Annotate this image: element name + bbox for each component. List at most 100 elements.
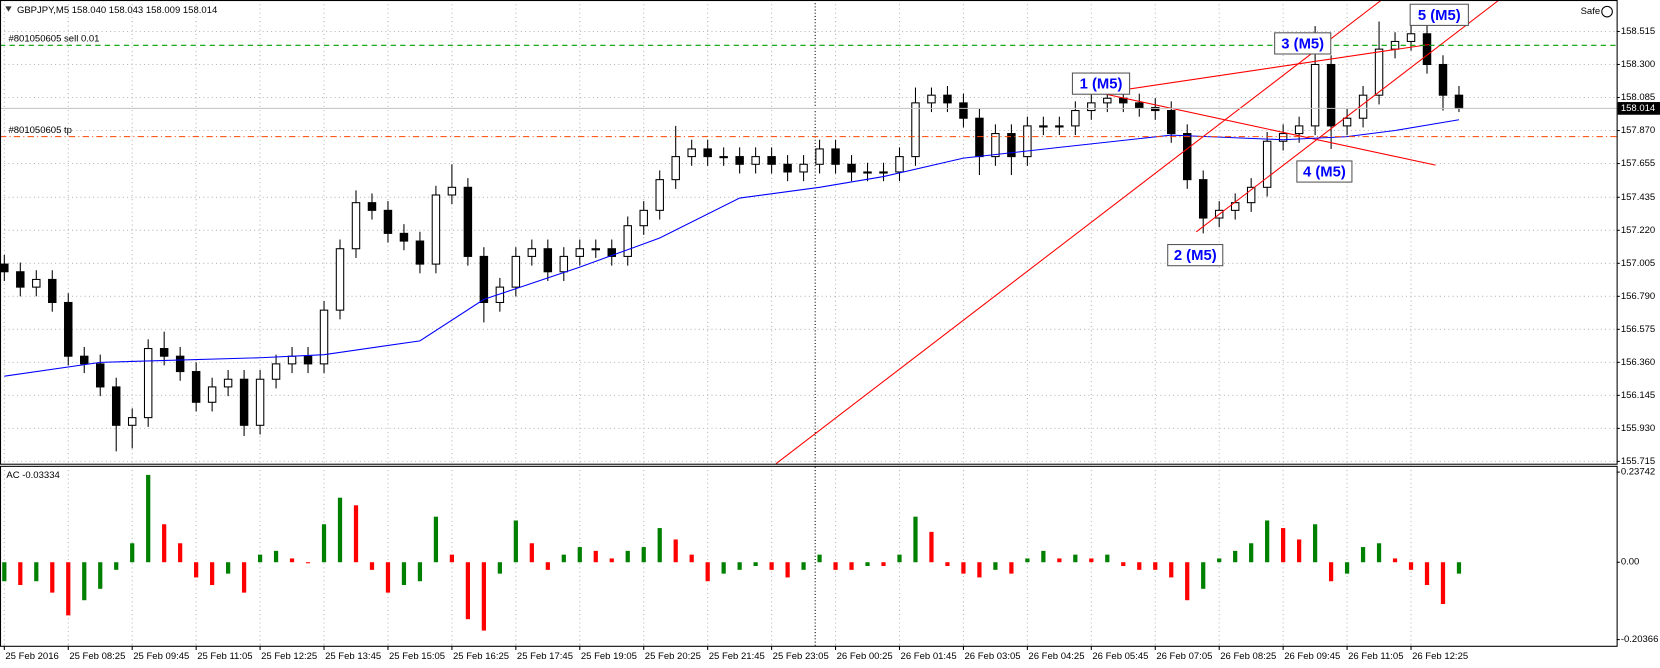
ac-bar [961,562,966,574]
candle-body [1246,186,1256,204]
x-tick-label: 25 Feb 17:45 [517,651,573,662]
ac-bar [273,550,279,563]
ac-bar [1057,558,1062,563]
wave-label-box [1409,3,1469,26]
candle-body [639,209,648,227]
wave-label-box [1274,32,1332,55]
candle-body [32,278,41,288]
y-tick-label: 155.715 [1621,456,1655,467]
ac-bar [130,543,135,563]
ac-bar [753,562,758,567]
candle-body [687,148,696,158]
candle-body [1039,125,1048,128]
chart-title: GBPJPY,M5 158.040 158.043 158.009 158.01… [17,5,218,16]
ac-bar [401,562,407,586]
candle-body [1182,133,1192,181]
ac-bar [321,524,327,563]
candle-body [511,255,521,288]
ac-bar [1424,562,1430,586]
price-label: 158.014 [1621,103,1656,114]
candle-body [671,156,680,181]
candle-body [207,386,217,403]
ac-bar [625,550,630,563]
candle-body [927,94,936,104]
candle-body [895,156,904,173]
x-tick-label: 25 Feb 20:25 [645,651,701,662]
candle-body [959,102,968,119]
ac-bar [241,562,247,593]
wave-label-box [1167,244,1224,267]
ac-bar [1440,562,1446,605]
candle-body [1310,63,1320,127]
x-tick-label: 26 Feb 05:45 [1092,651,1148,662]
wave-label: 2 (M5) [1174,248,1217,264]
candle-body [1071,110,1080,127]
ac-bar [50,562,55,593]
ac-bar [433,516,439,563]
ac-bar [162,524,167,563]
ac-bar [657,528,662,563]
ac-bar [1456,562,1462,574]
y-tick-label: 158.515 [1621,26,1655,37]
ac-bar [497,562,502,574]
ac-bar [1233,550,1238,563]
candle-body [479,255,489,303]
ac-bar [305,562,311,564]
ac-bar [1312,524,1318,563]
ac-bar [194,562,199,578]
price-label-bg [1617,102,1660,115]
y-tick-label: 157.655 [1621,158,1655,169]
candle-body [80,355,89,365]
ac-bar [1344,562,1350,574]
candle-body [1151,106,1160,112]
ac-bar [945,562,950,567]
candle-body [431,194,441,265]
candle-body [719,156,728,159]
wave-label-box [1296,160,1353,183]
candle-body [975,117,984,158]
y-tick-label: 157.870 [1621,125,1655,136]
candle-body [1087,102,1096,112]
ac-bar [1217,558,1222,563]
candle-body [1422,33,1432,66]
menu-icon[interactable] [5,6,12,12]
x-tick-label: 26 Feb 00:25 [837,651,893,662]
candle-body [703,148,712,158]
candle-body [1055,125,1064,128]
trend-line [1100,43,1430,94]
ac-bar [449,554,455,563]
candle-body [591,248,601,251]
expert-icon[interactable] [1601,5,1613,18]
x-tick-label: 25 Feb 11:05 [197,651,252,662]
candle-body [815,148,824,165]
ac-bar [289,558,295,563]
candle-body [191,371,201,403]
ac-bar [1041,550,1046,563]
ac-bar [865,562,870,567]
x-tick-label: 25 Feb 09:45 [133,651,189,662]
x-tick-label: 25 Feb 2016 [5,651,58,662]
candle-body [1438,63,1448,96]
candle-body [48,278,57,303]
x-tick-label: 25 Feb 19:05 [581,651,637,662]
x-tick-label: 26 Feb 01:45 [901,651,957,662]
y-tick-label: 158.085 [1621,92,1655,103]
candle-body [415,240,425,265]
x-tick-label: 26 Feb 12:25 [1412,651,1468,662]
ac-bar [385,562,391,593]
ac-bar [1328,562,1334,582]
candle-body [847,163,856,173]
candle-body [863,171,872,174]
ac-bar [1281,528,1286,563]
x-tick-label: 25 Feb 13:45 [325,651,381,662]
candle-body [287,355,297,365]
candle-body [1342,117,1352,127]
ac-bar [833,562,838,570]
candle-body [463,186,473,257]
candle-body [879,171,888,174]
ac-bar [1169,562,1174,578]
ac-bar [673,539,678,563]
ac-bar [641,547,646,563]
